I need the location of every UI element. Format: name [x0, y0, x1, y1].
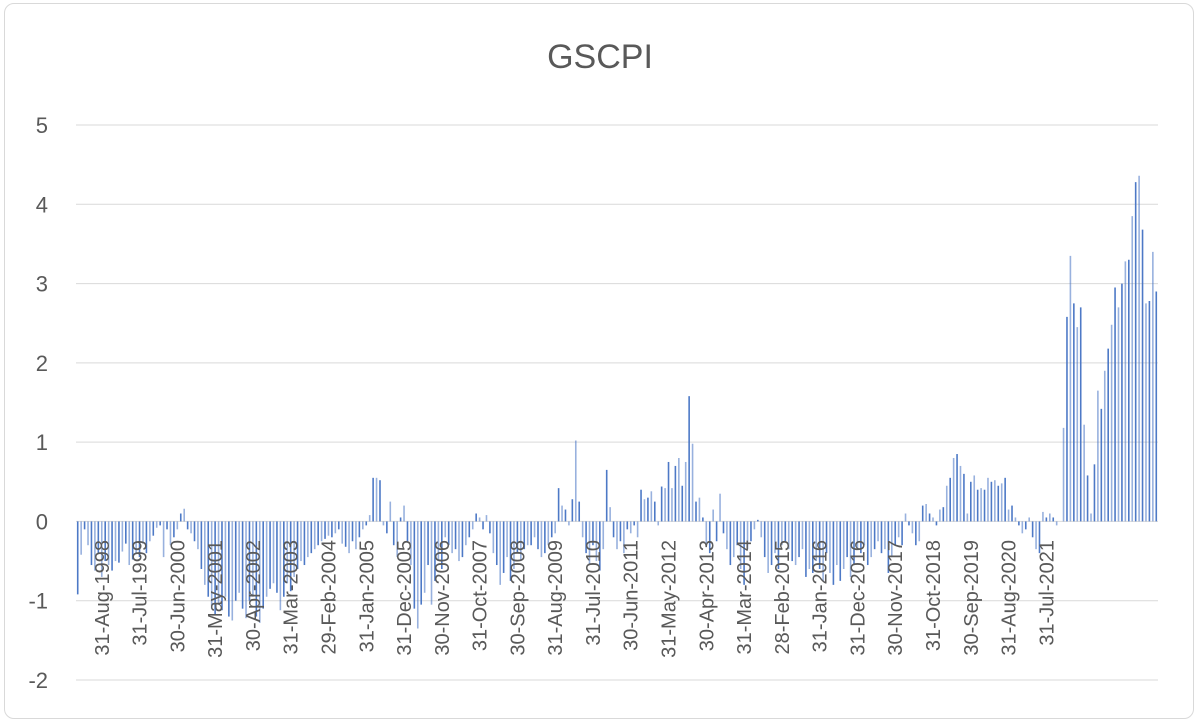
- x-tick-label: 31-Aug-1998: [92, 540, 114, 656]
- x-tick-label: 31-Jul-2021: [1036, 540, 1058, 646]
- chart-title: GSCPI: [547, 38, 653, 76]
- y-tick-label: 2: [36, 351, 48, 376]
- x-tick-label: 31-Oct-2018: [923, 540, 945, 651]
- x-tick-label: 30-Apr-2002: [243, 540, 265, 651]
- y-tick-label: 1: [36, 430, 48, 455]
- y-tick-label: 3: [36, 272, 48, 297]
- x-tick-label: 30-Nov-2017: [885, 540, 907, 656]
- x-tick-label: 31-Dec-2005: [394, 540, 416, 656]
- x-tick-label: 28-Feb-2015: [772, 540, 794, 655]
- y-tick-label: 4: [36, 192, 48, 217]
- y-tick-label: -2: [28, 668, 48, 693]
- x-tick-label: 31-Jan-2016: [810, 540, 832, 652]
- x-tick-label: 31-Oct-2007: [470, 540, 492, 651]
- x-tick-label: 29-Feb-2004: [318, 540, 340, 655]
- gridlines: [76, 124, 1158, 681]
- x-tick-label: 31-Jul-1999: [130, 540, 152, 646]
- x-tick-label: 31-Mar-2014: [734, 540, 756, 655]
- x-tick-label: 30-Jun-2011: [621, 540, 643, 651]
- bars: [76, 175, 1158, 629]
- x-tick-label: 30-Sep-2008: [507, 540, 529, 656]
- x-axis-ticks: 31-Aug-1998 31-Jul-1999 30-Jun-2000 31-May-…: [92, 540, 1059, 658]
- y-tick-label: 5: [36, 113, 48, 138]
- x-tick-label: 30-Apr-2013: [696, 540, 718, 651]
- y-tick-label: 0: [36, 509, 48, 534]
- y-tick-label: -1: [28, 589, 48, 614]
- chart-frame: [4, 3, 1194, 719]
- x-tick-label: 31-May-2012: [659, 540, 681, 658]
- x-tick-label: 31-Jul-2010: [583, 540, 605, 646]
- x-tick-label: 31-Aug-2020: [999, 540, 1021, 656]
- x-tick-label: 31-Mar-2003: [281, 540, 303, 655]
- x-tick-label: 30-Jun-2000: [167, 540, 189, 652]
- x-tick-label: 31-Dec-2016: [847, 540, 869, 656]
- x-tick-label: 30-Nov-2006: [432, 540, 454, 656]
- y-axis-ticks: 5 4 3 2 1 0 -1 -2: [28, 113, 48, 693]
- x-tick-label: 31-Jan-2005: [356, 540, 378, 652]
- x-tick-label: 30-Sep-2019: [961, 540, 983, 656]
- x-tick-label: 31-Aug-2009: [545, 540, 567, 656]
- x-tick-label: 31-May-2001: [205, 540, 227, 658]
